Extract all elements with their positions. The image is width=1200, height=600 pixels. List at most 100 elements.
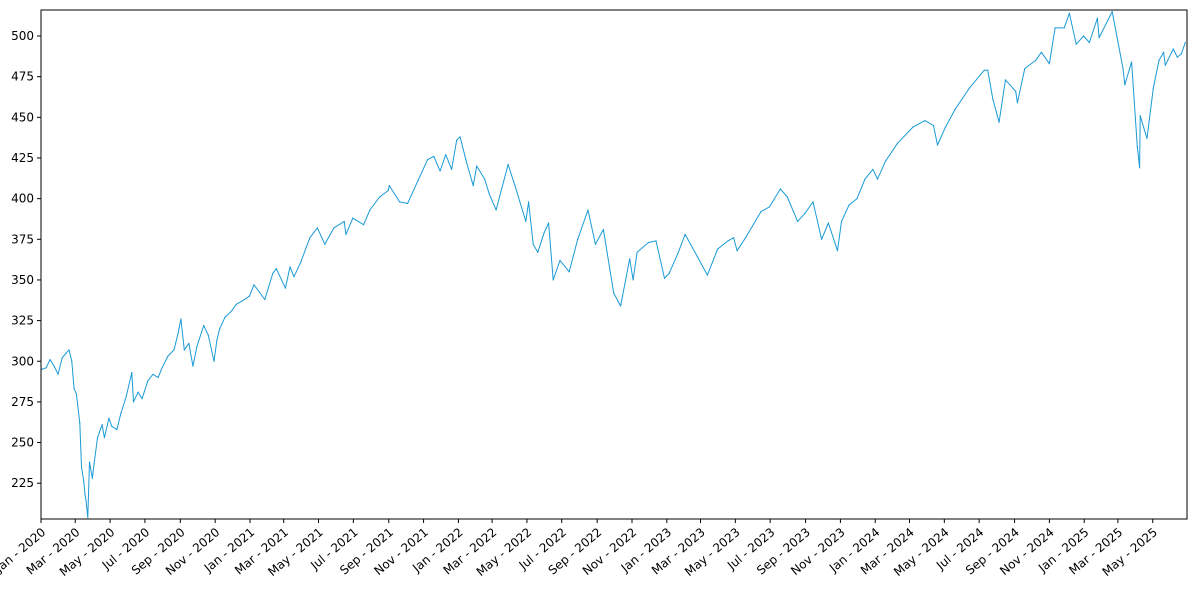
data-point (369, 209, 371, 211)
data-point (196, 346, 198, 348)
data-point (379, 196, 381, 198)
data-point (363, 224, 365, 226)
data-point (856, 198, 858, 200)
data-point (1139, 115, 1141, 117)
y-axis: 225 250 275 300 325 350 375 400 425 450 475 500 (11, 29, 41, 490)
data-point (1122, 67, 1124, 70)
data-point (827, 222, 830, 224)
data-point (697, 256, 699, 258)
data-point (75, 393, 77, 395)
data-point (79, 422, 81, 424)
data-point (345, 233, 347, 235)
data-point (417, 180, 419, 182)
data-point (53, 365, 55, 367)
data-point (804, 212, 806, 214)
data-point (57, 373, 59, 375)
data-point (1164, 64, 1166, 66)
data-point (559, 259, 561, 261)
data-point (992, 98, 994, 100)
data-point (101, 424, 103, 426)
data-point (1088, 41, 1090, 44)
data-point (388, 185, 390, 187)
data-point (507, 163, 509, 166)
data-point (733, 237, 735, 239)
data-point (309, 237, 311, 239)
data-point (1152, 87, 1154, 89)
data-point (108, 417, 110, 419)
data-point (85, 500, 87, 502)
data-point (71, 360, 73, 362)
series-points (41, 11, 1186, 519)
y-tick-label: 275 (11, 395, 34, 409)
data-point (224, 316, 226, 318)
data-point (1111, 11, 1113, 13)
data-point (872, 168, 874, 170)
data-point (760, 211, 762, 213)
data-point (632, 279, 634, 281)
data-point (125, 396, 127, 398)
plot-frame (40, 9, 1188, 520)
data-point (613, 292, 615, 294)
data-point (1146, 137, 1148, 140)
data-point (1176, 56, 1178, 58)
data-point (272, 272, 274, 274)
data-point (706, 274, 709, 276)
data-point (1016, 102, 1019, 104)
data-point (840, 220, 843, 222)
y-tick-label: 300 (11, 354, 34, 368)
data-point (944, 126, 947, 128)
data-point (300, 261, 302, 263)
data-point (812, 201, 814, 203)
data-point (465, 159, 467, 161)
data-point (103, 437, 105, 439)
data-point (1083, 35, 1085, 37)
data-point (132, 401, 135, 403)
data-point (173, 349, 175, 351)
data-point (848, 204, 850, 206)
data-point (180, 318, 182, 320)
data-point (152, 373, 154, 375)
data-point (864, 178, 866, 180)
data-point (629, 258, 631, 260)
data-point (137, 391, 139, 393)
data-point (745, 237, 747, 239)
data-point (1136, 146, 1138, 148)
data-point (1004, 79, 1007, 81)
data-point (1024, 67, 1026, 70)
data-point (684, 233, 686, 235)
data-point (677, 253, 679, 255)
data-point (167, 355, 169, 357)
data-point (177, 333, 179, 335)
data-point (932, 124, 935, 127)
data-point (445, 154, 447, 156)
data-point (727, 240, 729, 242)
data-point (476, 165, 478, 167)
data-point (324, 243, 326, 245)
data-point (587, 209, 589, 211)
data-point (80, 466, 83, 468)
data-point (548, 222, 550, 224)
data-point (602, 228, 605, 231)
data-point (49, 359, 51, 361)
data-point (1172, 48, 1174, 50)
data-point (594, 243, 597, 245)
data-point (231, 310, 233, 312)
data-point (275, 268, 277, 270)
data-point (192, 365, 194, 367)
data-point (1054, 27, 1056, 29)
data-point (161, 367, 163, 369)
data-point (884, 160, 887, 162)
data-point (1180, 53, 1182, 55)
data-point (577, 238, 579, 240)
data-point (73, 388, 75, 390)
y-tick-label: 475 (11, 70, 34, 84)
y-tick-label: 225 (11, 476, 34, 490)
data-point (769, 206, 771, 208)
data-point (216, 339, 218, 341)
data-point (495, 209, 497, 211)
data-point (647, 241, 650, 244)
data-point (717, 248, 719, 250)
data-point (836, 250, 839, 252)
data-point (87, 516, 89, 519)
